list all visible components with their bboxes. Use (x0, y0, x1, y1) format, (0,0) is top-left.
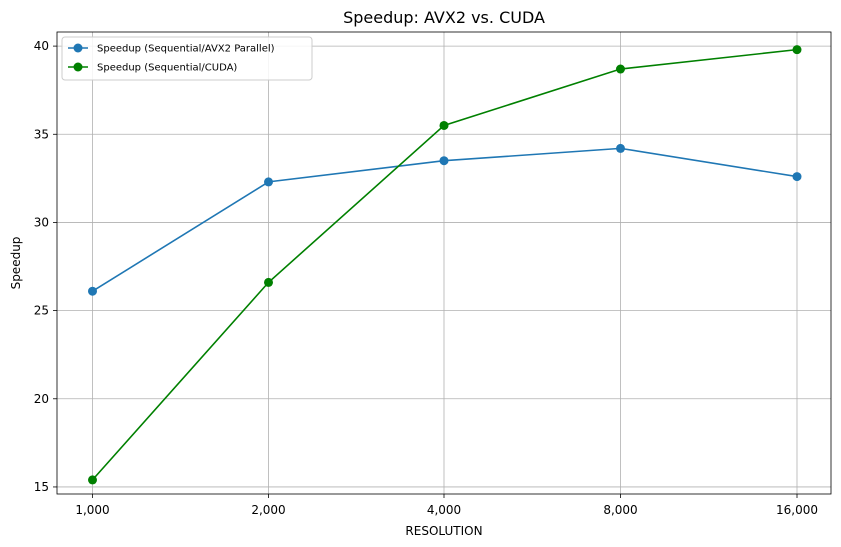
y-tick-label: 20 (34, 392, 49, 406)
grid (57, 32, 831, 494)
data-point (792, 172, 802, 182)
y-tick-label: 30 (34, 215, 49, 229)
legend-label: Speedup (Sequential/CUDA) (97, 63, 237, 74)
legend-marker (73, 43, 83, 53)
data-point (264, 277, 273, 287)
x-tick-label: 2,000 (251, 503, 285, 517)
y-tick-label: 40 (34, 39, 49, 53)
y-tick-label: 35 (34, 127, 49, 141)
data-point (88, 475, 97, 485)
x-axis-label: RESOLUTION (405, 524, 482, 538)
y-tick-label: 25 (34, 304, 49, 318)
series-line-2 (91, 48, 798, 481)
x-tick-label: 4,000 (427, 503, 461, 517)
data-point (264, 177, 273, 187)
data-point (792, 45, 802, 55)
data-point (616, 143, 625, 153)
x-tick-label: 8,000 (603, 503, 637, 517)
tick-layer: 1,000 2,000 4,000 8,000 16,000 15 20 25 30 35 40 (34, 39, 818, 517)
data-point (439, 120, 449, 130)
x-tick-label: 1,000 (75, 503, 109, 517)
legend-marker (73, 62, 83, 72)
data-point (88, 286, 97, 296)
chart-title: Speedup: AVX2 vs. CUDA (343, 8, 545, 27)
x-tick-label: 16,000 (776, 503, 818, 517)
series-line-1 (92, 147, 798, 292)
legend-label: Speedup (Sequential/AVX2 Parallel) (97, 44, 275, 55)
legend: Speedup (Sequential/AVX2 Parallel) Speedu… (61, 36, 313, 81)
data-point (616, 64, 625, 74)
series-layer (88, 45, 802, 485)
legend-box (61, 36, 313, 81)
y-axis-label: Speedup (9, 237, 23, 290)
data-point (439, 156, 449, 166)
y-tick-label: 15 (34, 480, 49, 494)
